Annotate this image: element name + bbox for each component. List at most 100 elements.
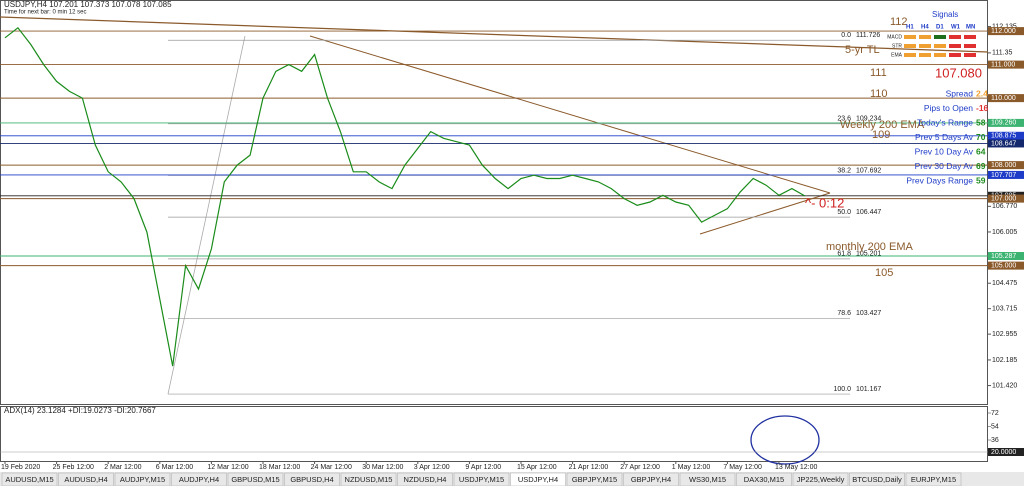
level-label: 108.000 <box>991 162 1016 169</box>
tab[interactable] <box>340 472 397 486</box>
adx-tick-label: 72 <box>991 410 999 417</box>
tab[interactable] <box>566 472 623 486</box>
tab-label[interactable]: AUDJPY,H4 <box>179 475 219 484</box>
stat-label: Prev 30 Day Av <box>915 161 974 171</box>
stat-label: Spread <box>946 88 974 98</box>
tab-label[interactable]: AUDJPY,M15 <box>120 475 165 484</box>
signal-cell <box>919 53 931 57</box>
tab-label[interactable]: GBPUSD,M15 <box>231 475 279 484</box>
level-label: 108.647 <box>991 140 1016 147</box>
x-tick-label: 24 Mar 12:00 <box>311 464 352 471</box>
annotation: 105 <box>875 267 893 279</box>
x-tick-label: 13 May 12:00 <box>775 464 818 471</box>
signals-title: Signals <box>932 10 958 19</box>
stat-value: -16 <box>976 103 989 113</box>
tab[interactable] <box>736 472 792 486</box>
tab-label[interactable]: EURJPY,M15 <box>911 475 956 484</box>
signal-cell <box>904 35 916 39</box>
tab[interactable] <box>171 472 227 486</box>
tab[interactable] <box>792 472 849 486</box>
tab-label[interactable]: AUDUSD,M15 <box>5 475 53 484</box>
tab-label[interactable]: GBPJPY,M15 <box>572 475 617 484</box>
level-box <box>988 252 1024 261</box>
stat-value: 69 <box>976 161 986 171</box>
signal-cell <box>949 53 961 57</box>
annotation: 107.080 <box>935 65 982 80</box>
tab-label[interactable]: AUDUSD,H4 <box>64 475 107 484</box>
y-tick-label: 111.35 <box>992 50 1012 57</box>
level-box <box>988 94 1024 103</box>
tab-label[interactable]: USDJPY,M15 <box>459 475 504 484</box>
tab[interactable] <box>397 472 453 486</box>
signal-cell <box>949 44 961 48</box>
tab-label[interactable]: NZDUSD,H4 <box>404 475 447 484</box>
fib-level: 50.0 <box>837 209 851 216</box>
signal-row: STR <box>892 43 902 49</box>
adx-tick-label: 20.0000 <box>991 449 1016 456</box>
level-box <box>988 60 1024 69</box>
x-tick-label: 21 Apr 12:00 <box>569 464 609 471</box>
tab-label[interactable]: BTCUSD,Daily <box>852 475 902 484</box>
x-tick-label: 3 Apr 12:00 <box>414 464 450 471</box>
tab-label[interactable]: WS30,M15 <box>689 475 726 484</box>
tab-label[interactable]: JP225,Weekly <box>797 475 845 484</box>
fib-level: 61.8 <box>837 251 851 258</box>
stat-label: Prev Days Range <box>906 175 973 185</box>
adx-level-box <box>988 448 1024 456</box>
tab-label[interactable]: NZDUSD,M15 <box>345 475 393 484</box>
tab[interactable] <box>453 472 510 486</box>
adx-panel-frame <box>0 406 988 462</box>
fib-value: 103.427 <box>856 310 881 317</box>
y-tick-label: 103.715 <box>992 306 1017 313</box>
signal-cell <box>934 53 946 57</box>
tab[interactable] <box>284 472 340 486</box>
annotation: monthly 200 EMA <box>826 241 913 253</box>
level-box <box>988 118 1024 127</box>
stat-label: Prev 10 Day Av <box>915 146 974 156</box>
level-label: 105.287 <box>991 253 1016 260</box>
tab-label[interactable]: DAX30,M15 <box>744 475 784 484</box>
level-label: 107.707 <box>991 172 1016 179</box>
fib-value: 109.234 <box>856 116 881 123</box>
tab[interactable] <box>114 472 171 486</box>
fib-value: 107.692 <box>856 167 881 174</box>
signal-cell <box>919 35 931 39</box>
tab[interactable] <box>623 472 679 486</box>
tab[interactable] <box>510 472 566 486</box>
x-tick-label: 19 Feb 2020 <box>1 464 40 471</box>
fib-level: 38.2 <box>837 167 851 174</box>
tab[interactable] <box>227 472 284 486</box>
tab[interactable] <box>849 472 905 486</box>
x-tick-label: 27 Apr 12:00 <box>620 464 660 471</box>
stat-label: Prev 5 Days Av <box>915 132 974 142</box>
y-tick-label: 104.475 <box>992 280 1017 287</box>
signal-cell <box>934 44 946 48</box>
level-label: 110.000 <box>991 95 1016 102</box>
tab[interactable] <box>58 472 114 486</box>
signal-column: D1 <box>936 25 944 31</box>
level-box <box>988 170 1024 179</box>
fib-value: 111.726 <box>856 32 880 39</box>
adx-title: ADX(14) 23.1284 +DI:19.0273 -DI:20.7667 <box>4 406 156 415</box>
x-tick-label: 12 Mar 12:00 <box>207 464 248 471</box>
stat-value: 2.4 <box>976 88 988 98</box>
adx-tick-label: 36 <box>991 437 999 444</box>
annotation: Weekly 200 EMA <box>840 119 925 131</box>
annotation: ^- 0:12 <box>805 195 844 210</box>
tab[interactable] <box>905 472 962 486</box>
tab-label[interactable]: USDJPY,H4 <box>518 475 558 484</box>
fib-level: 100.0 <box>833 386 851 393</box>
tab-label[interactable]: GBPUSD,H4 <box>290 475 333 484</box>
tab[interactable] <box>1 472 58 486</box>
x-tick-label: 6 Mar 12:00 <box>156 464 193 471</box>
tab[interactable] <box>679 472 736 486</box>
level-label: 111.000 <box>991 61 1015 68</box>
tab-label[interactable]: GBPJPY,H4 <box>631 475 671 484</box>
y-tick-label: 102.955 <box>992 331 1017 338</box>
x-tick-label: 15 Apr 12:00 <box>517 464 557 471</box>
level-box <box>988 261 1024 270</box>
level-label: 109.260 <box>991 120 1016 127</box>
fib-level: 23.6 <box>837 116 851 123</box>
y-tick-label: 112.135 <box>992 23 1017 30</box>
